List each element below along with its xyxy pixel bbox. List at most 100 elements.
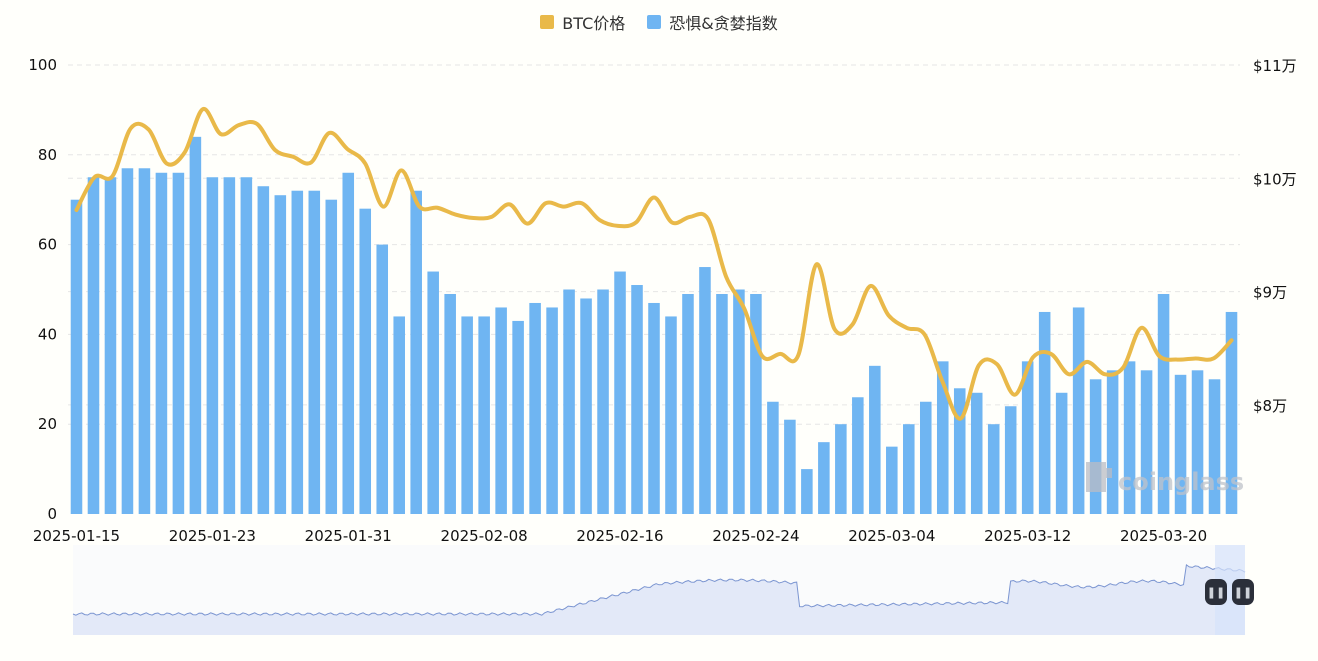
bar [87,177,100,514]
bar [784,419,796,514]
zoom-handle-start[interactable]: ❚❚ [1205,579,1227,605]
x-axis: 2025-01-15 2025-01-23 2025-01-31 2025-02-08… [33,527,1207,545]
legend-swatch-btc-icon [540,15,555,29]
legend-label-fear-greed: 恐惧&贪婪指数 [669,14,778,33]
watermark-logo-icon [1086,462,1112,492]
y-axis-right: $11万 $10万 $9万 $8万 [1253,57,1297,415]
bar [359,208,372,514]
bar [342,172,355,514]
bar [240,177,253,514]
y2-tick-label: $8万 [1253,397,1287,415]
bar [987,424,1000,514]
grip-icon: ❚❚ [1206,585,1226,599]
bar [682,293,694,514]
bar [919,401,932,514]
bar [155,172,168,514]
bar [512,320,524,514]
bar [70,199,83,514]
y-tick-label: 60 [38,236,57,254]
y-tick-label: 0 [47,505,57,523]
bar [461,316,473,514]
coinglass-watermark: coinglass [1086,462,1244,496]
bar [1055,392,1068,514]
bar [953,388,966,514]
bar [886,446,898,514]
bar [427,271,439,514]
x-tick-label: 2025-02-08 [441,527,528,545]
bar [903,424,915,514]
bar [614,271,626,514]
bar [665,316,677,514]
btc-price-line [74,107,1234,421]
bar [1225,311,1238,514]
bar [699,267,711,514]
bar [189,136,202,514]
grip-icon: ❚❚ [1233,585,1253,599]
bar [308,190,321,514]
y2-tick-label: $9万 [1253,284,1287,302]
bar [172,172,185,514]
y-tick-label: 20 [38,415,57,433]
bar [1021,361,1034,514]
x-tick-label: 2025-03-12 [984,527,1071,545]
legend-label-btc-price: BTC价格 [562,14,626,33]
bar [1072,307,1085,514]
x-tick-label: 2025-02-24 [712,527,799,545]
bar [291,190,304,514]
y-tick-label: 40 [38,325,57,343]
bar [274,195,287,514]
bar [444,293,456,514]
bar [546,307,558,514]
bar [852,397,864,514]
bar [597,289,609,514]
x-tick-label: 2025-03-20 [1120,527,1207,545]
bar [376,244,389,514]
bar [936,361,949,514]
bar [767,401,779,514]
fear-greed-bars [70,136,1238,515]
legend-item-fear-greed[interactable]: 恐惧&贪婪指数 [647,10,778,34]
bar [631,285,643,514]
bar [1004,406,1017,514]
bar [1038,311,1051,514]
bar [648,302,660,514]
bar [410,190,422,514]
zoom-handle-end[interactable]: ❚❚ [1232,579,1254,605]
bar [325,199,338,514]
x-tick-label: 2025-01-15 [33,527,120,545]
chart-legend: BTC价格 恐惧&贪婪指数 [0,10,1318,34]
data-zoom-slider[interactable] [72,545,1246,635]
bar [1174,374,1187,514]
bar [1191,370,1204,514]
bar [818,442,830,514]
bar [529,302,541,514]
bar [121,168,134,514]
y-axis-left: 0 20 40 60 80 100 [28,56,57,523]
bar [1157,293,1170,514]
bar [970,392,983,514]
bar [1106,370,1119,514]
bar [1208,379,1221,514]
bar [733,289,745,514]
bar [223,177,236,514]
x-tick-label: 2025-02-16 [576,527,663,545]
bar [257,186,270,515]
bar [563,289,575,514]
bar [869,365,881,514]
bar [716,293,728,514]
x-tick-label: 2025-01-23 [169,527,256,545]
bar [138,168,151,514]
bar [206,177,219,514]
bar [1140,370,1153,514]
y-tick-label: 100 [28,56,57,74]
bar [495,307,507,514]
y-tick-label: 80 [38,146,57,164]
bar [1089,379,1102,514]
bar [478,316,490,514]
bar [104,177,117,514]
legend-item-btc-price[interactable]: BTC价格 [540,10,625,34]
svg-text:coinglass: coinglass [1118,468,1244,496]
bar [1123,361,1136,514]
bar [835,424,847,514]
